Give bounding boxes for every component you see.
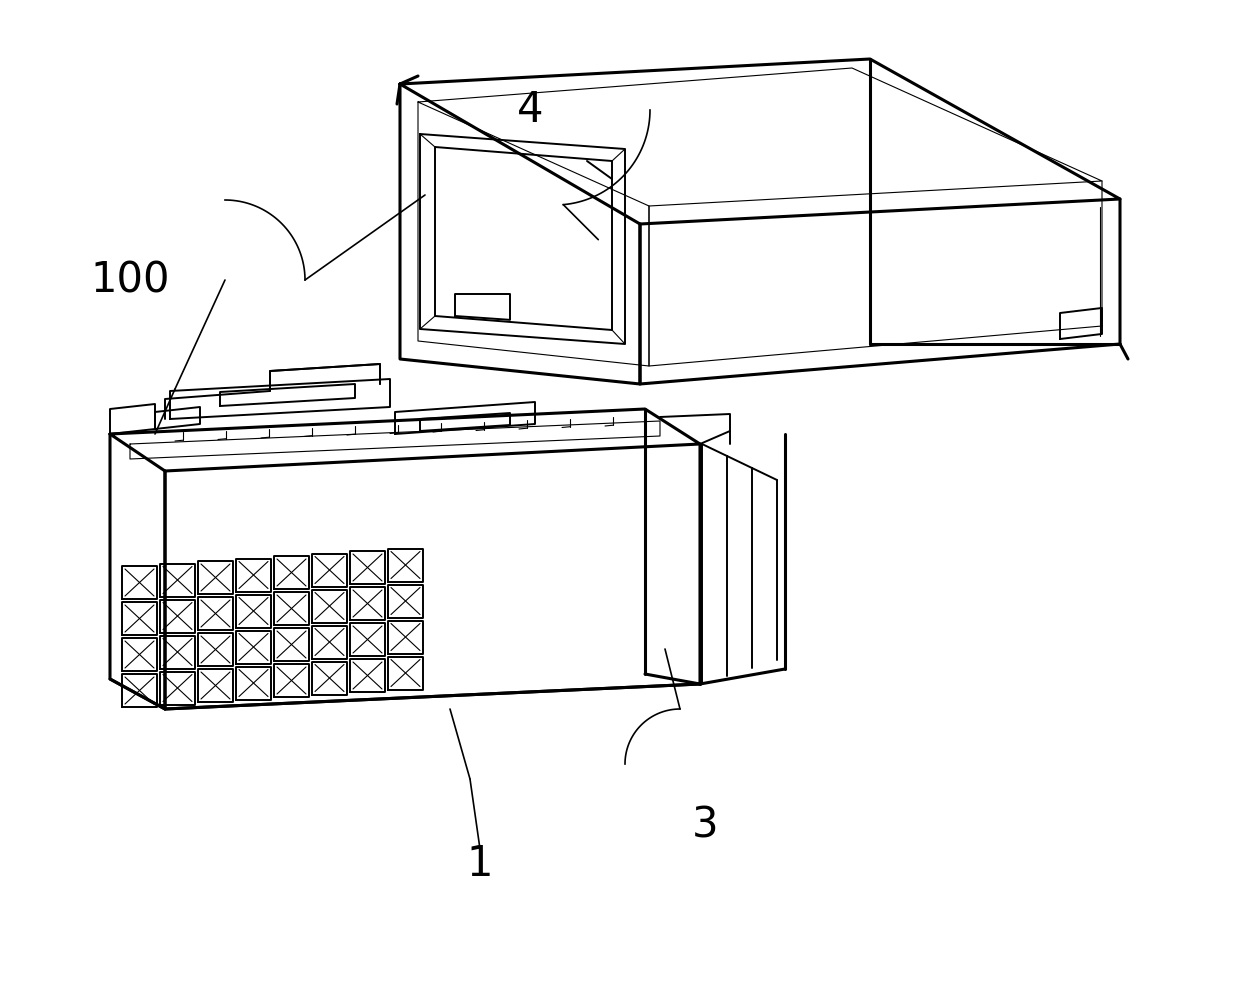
Text: 1: 1 xyxy=(466,843,494,885)
Text: 3: 3 xyxy=(692,805,718,847)
Text: 100: 100 xyxy=(91,259,170,301)
Text: 4: 4 xyxy=(517,89,543,131)
